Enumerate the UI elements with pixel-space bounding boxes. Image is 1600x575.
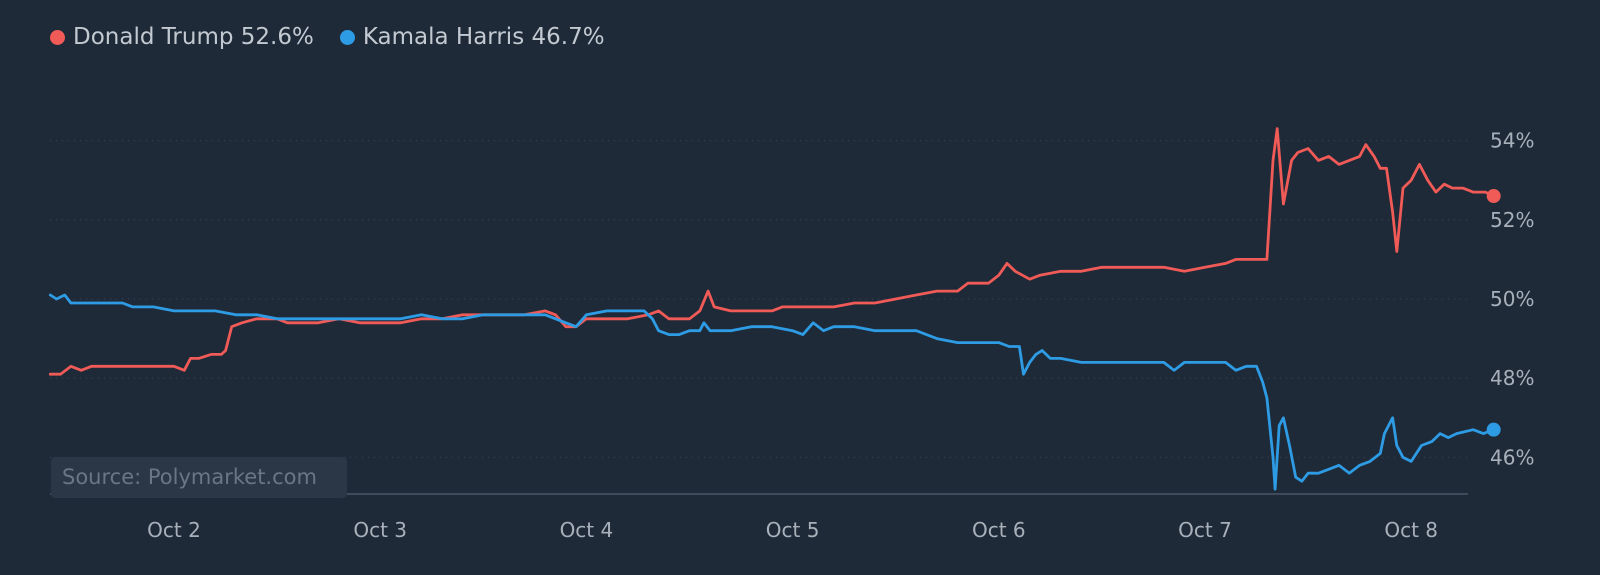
kamala-harris-end-point bbox=[1486, 422, 1501, 437]
y-tick-label-50: 50% bbox=[1490, 287, 1534, 311]
trump-legend-dot bbox=[50, 29, 65, 45]
legend-item-trump[interactable]: Donald Trump 52.6% bbox=[50, 24, 314, 50]
legend-item-harris[interactable]: Kamala Harris 46.7% bbox=[339, 24, 605, 50]
y-tick-label-52: 52% bbox=[1490, 208, 1534, 232]
x-tick-label-4: Oct 4 bbox=[560, 518, 614, 542]
chart-legend: Donald Trump 52.6% Kamala Harris 46.7% bbox=[50, 24, 631, 50]
donald-trump-end-point bbox=[1486, 189, 1501, 204]
harris-legend-label: Kamala Harris 46.7% bbox=[362, 24, 605, 50]
x-tick-label-7: Oct 7 bbox=[1178, 518, 1232, 542]
x-tick-label-2: Oct 2 bbox=[147, 518, 201, 542]
y-tick-label-46: 46% bbox=[1490, 445, 1534, 469]
trump-legend-label: Donald Trump 52.6% bbox=[73, 24, 314, 50]
x-tick-label-5: Oct 5 bbox=[766, 518, 820, 542]
x-tick-label-6: Oct 6 bbox=[972, 518, 1026, 542]
y-tick-label-48: 48% bbox=[1490, 366, 1534, 390]
x-tick-label-8: Oct 8 bbox=[1384, 518, 1438, 542]
x-tick-label-3: Oct 3 bbox=[353, 518, 407, 542]
kamala-harris-series-line bbox=[48, 293, 1496, 491]
source-label: Source: Polymarket.com bbox=[51, 457, 347, 498]
y-tick-label-54: 54% bbox=[1490, 129, 1534, 153]
donald-trump-series-line bbox=[48, 127, 1496, 376]
harris-legend-dot bbox=[339, 29, 355, 45]
